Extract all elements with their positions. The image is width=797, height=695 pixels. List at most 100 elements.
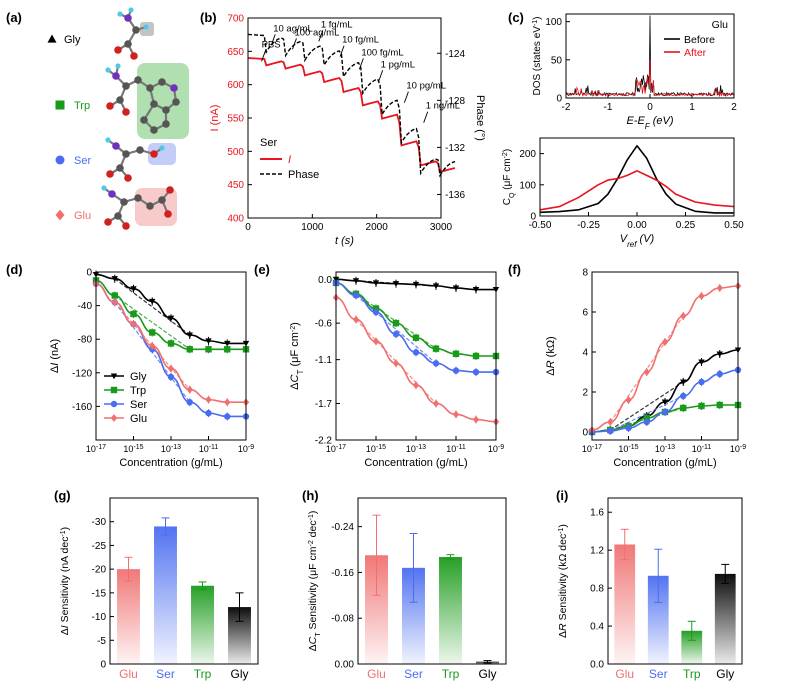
data-point-ser bbox=[472, 368, 480, 376]
y-tick-label: 0.00 bbox=[335, 660, 355, 671]
data-point-ser bbox=[186, 399, 193, 406]
data-point-gly bbox=[130, 286, 137, 292]
y-tick-label: 200 bbox=[519, 149, 536, 160]
panel-label: (d) bbox=[6, 262, 23, 277]
y-tick-label: 6 bbox=[582, 308, 588, 319]
data-point-ser bbox=[716, 370, 723, 378]
atom bbox=[164, 210, 172, 218]
data-point-glu bbox=[661, 338, 669, 346]
series-before-line bbox=[539, 145, 734, 214]
data-point-ser bbox=[167, 373, 175, 381]
y-tick-label: -1.1 bbox=[315, 355, 333, 366]
data-point-trp bbox=[111, 292, 118, 299]
atom bbox=[150, 126, 158, 134]
atom bbox=[117, 11, 123, 17]
y-axis-label: I (nA) bbox=[209, 105, 221, 132]
concentration-annotation: 1 fg/mL bbox=[321, 19, 353, 30]
linear-fit-gly bbox=[355, 280, 437, 287]
data-point-gly bbox=[111, 276, 118, 282]
series-current-line bbox=[247, 57, 456, 174]
data-point-trp bbox=[186, 346, 193, 353]
y-tick-label: -5 bbox=[97, 636, 106, 647]
panel-g-chart: 0 -5 -10 -15 -20 -25 -30 ΔI Sensitivity (nA dec… bbox=[59, 517, 251, 681]
data-point-glu bbox=[186, 385, 193, 394]
y-tick-label: 1.2 bbox=[590, 546, 604, 557]
data-point-ser bbox=[224, 413, 231, 420]
legend-marker bbox=[110, 400, 118, 408]
atom bbox=[114, 46, 122, 54]
concentration-annotation: 100 fg/mL bbox=[361, 47, 403, 58]
panel-f-frame bbox=[591, 271, 739, 441]
atom bbox=[162, 106, 170, 114]
panel-c-bottom-frame bbox=[539, 137, 735, 217]
data-point-glu bbox=[167, 364, 175, 373]
panel-b-frame bbox=[247, 17, 442, 219]
panel-label: (e) bbox=[254, 262, 270, 277]
x-tick-label: 10-9 bbox=[488, 444, 504, 455]
x-tick-label: 10-9 bbox=[730, 444, 746, 455]
glu-structure bbox=[101, 185, 174, 230]
bar-trp bbox=[191, 585, 214, 664]
data-point-gly bbox=[352, 278, 360, 284]
panel-c-top-chart: 0 50 100 -2 -1 0 1 2 E-EF (eV) DOS (states eV-1) G… bbox=[532, 15, 737, 131]
concentration-annotation: 10 ag/mL bbox=[273, 23, 313, 34]
y-tick-label: -25 bbox=[92, 541, 107, 552]
panel-label: (h) bbox=[302, 488, 319, 503]
annotation-arrow bbox=[270, 34, 276, 46]
legend-title: Ser bbox=[260, 137, 277, 149]
panel-f-chart: 0 2 4 6 8 10-17 10-15 10-13 10-11 10-9 Concentrati… bbox=[545, 268, 746, 470]
y-axis-label: ΔCT Sensitivity (μF cm-2 dec-1) bbox=[307, 511, 322, 652]
y-tick-label: 50 bbox=[551, 55, 563, 66]
bar-ser bbox=[154, 526, 177, 664]
panel-e-frame bbox=[335, 271, 497, 441]
concentration-annotation: 1 pg/mL bbox=[381, 59, 415, 70]
y-tick-label: 0.0 bbox=[590, 660, 604, 671]
legend-label: Before bbox=[684, 34, 715, 46]
annotation-arrow bbox=[423, 111, 429, 123]
y2-tick-label: -132 bbox=[445, 143, 465, 154]
y-tick-label: 600 bbox=[227, 80, 244, 91]
molecule-marker bbox=[55, 100, 65, 110]
x-tick-label: 10-9 bbox=[238, 444, 254, 455]
y-tick-label: 0.0 bbox=[318, 275, 332, 286]
panel-h-frame bbox=[357, 497, 507, 665]
y-tick-label: -80 bbox=[78, 335, 93, 346]
atom bbox=[150, 150, 158, 158]
legend-marker bbox=[110, 414, 118, 422]
y-tick-label: -120 bbox=[72, 368, 92, 379]
legend-label: Ser bbox=[130, 399, 147, 411]
x-tick-label: 0.00 bbox=[627, 220, 647, 231]
category-label: Gly bbox=[479, 667, 497, 681]
concentration-annotation: 10 pg/mL bbox=[406, 81, 446, 92]
category-label: Trp bbox=[194, 667, 212, 681]
panel-label: (b) bbox=[200, 10, 217, 25]
data-point-gly bbox=[167, 315, 175, 322]
bar-trp bbox=[681, 630, 703, 664]
data-point-trp bbox=[716, 401, 723, 409]
x-tick-label: 10-11 bbox=[446, 444, 466, 455]
data-point-glu bbox=[643, 368, 650, 376]
bar-glu bbox=[117, 569, 140, 664]
data-point-gly bbox=[472, 286, 480, 293]
y-tick-label: 500 bbox=[227, 147, 244, 158]
atom bbox=[115, 63, 121, 69]
data-point-glu bbox=[130, 320, 137, 328]
data-point-ser bbox=[412, 349, 420, 356]
linear-fit-ser bbox=[609, 395, 684, 432]
data-point-trp bbox=[130, 310, 137, 318]
data-point-glu bbox=[149, 342, 156, 350]
category-label: Trp bbox=[442, 667, 460, 681]
molecule-marker bbox=[55, 209, 65, 221]
atom bbox=[124, 174, 132, 182]
x-axis-label: Concentration (g/mL) bbox=[613, 457, 716, 469]
fit-line-ser bbox=[335, 282, 496, 373]
x-tick-label: 10-17 bbox=[582, 444, 602, 455]
atom bbox=[112, 142, 120, 150]
data-point-ser bbox=[452, 367, 460, 374]
x-axis-label: Concentration (g/mL) bbox=[364, 457, 467, 469]
fit-line-trp bbox=[335, 282, 496, 357]
x-tick-label: 10-13 bbox=[406, 444, 426, 455]
atom bbox=[134, 76, 142, 84]
atom bbox=[136, 146, 144, 154]
molecule-label: Trp bbox=[74, 100, 90, 112]
